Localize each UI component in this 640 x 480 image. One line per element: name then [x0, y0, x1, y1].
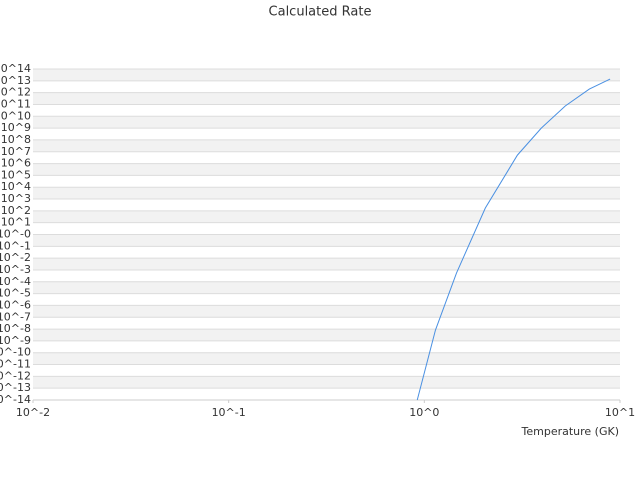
grid-band	[33, 352, 620, 365]
grid-band	[33, 69, 620, 81]
y-tick-label: 10^1	[1, 216, 31, 229]
y-tick-label: 10^7	[1, 145, 31, 158]
grid-band	[33, 376, 620, 389]
y-tick-label: 10^-14	[0, 393, 31, 406]
y-tick-label: 10^14	[0, 62, 31, 75]
x-tick-label: 10^-1	[212, 406, 246, 419]
x-tick-label: 10^0	[409, 406, 439, 419]
chart-title: Calculated Rate	[269, 5, 372, 20]
y-tick-label: 10^8	[1, 133, 31, 146]
y-tick-label: 10^13	[0, 74, 31, 87]
y-tick-label: 10^-13	[0, 381, 31, 394]
y-tick-label: 10^-1	[0, 239, 31, 252]
y-tick-label: 10^12	[0, 86, 31, 99]
x-axis-label: Temperature (GK)	[521, 425, 620, 438]
grid-band	[33, 187, 620, 200]
grid-band	[33, 139, 620, 152]
y-tick-label: 10^-2	[0, 251, 31, 264]
y-tick-label: 10^-6	[0, 298, 31, 311]
line-series	[416, 78, 611, 401]
grid-band	[33, 163, 620, 176]
y-tick-label: 10^9	[1, 121, 31, 134]
grid-band	[33, 305, 620, 318]
grid-band	[33, 92, 620, 105]
y-tick-label: 10^-10	[0, 346, 31, 359]
grid-band	[33, 210, 620, 223]
y-tick-label: 10^-8	[0, 322, 31, 335]
grid-band	[33, 234, 620, 247]
grid-band	[33, 116, 620, 129]
y-tick-label: 10^-12	[0, 369, 31, 382]
y-tick-label: 10^-9	[0, 334, 31, 347]
y-tick-label: 10^-0	[0, 228, 31, 241]
y-tick-label: 10^4	[1, 180, 31, 193]
y-tick-label: 10^-3	[0, 263, 31, 276]
x-tick-label: 10^-2	[16, 406, 50, 419]
y-tick-label: 10^-5	[0, 287, 31, 300]
y-tick-label: 10^-4	[0, 275, 31, 288]
grid-band	[33, 281, 620, 294]
grid-band	[33, 258, 620, 270]
grid-band	[33, 329, 620, 341]
x-tick-label: 10^1	[605, 406, 635, 419]
y-tick-label: 10^10	[0, 109, 31, 122]
y-tick-label: 10^3	[1, 192, 31, 205]
y-tick-label: 10^5	[1, 168, 31, 181]
y-tick-label: 10^6	[1, 157, 31, 170]
y-tick-label: 10^2	[1, 204, 31, 217]
y-tick-label: 10^11	[0, 97, 31, 110]
y-tick-label: 10^-7	[0, 310, 31, 323]
y-tick-label: 10^-11	[0, 358, 31, 371]
